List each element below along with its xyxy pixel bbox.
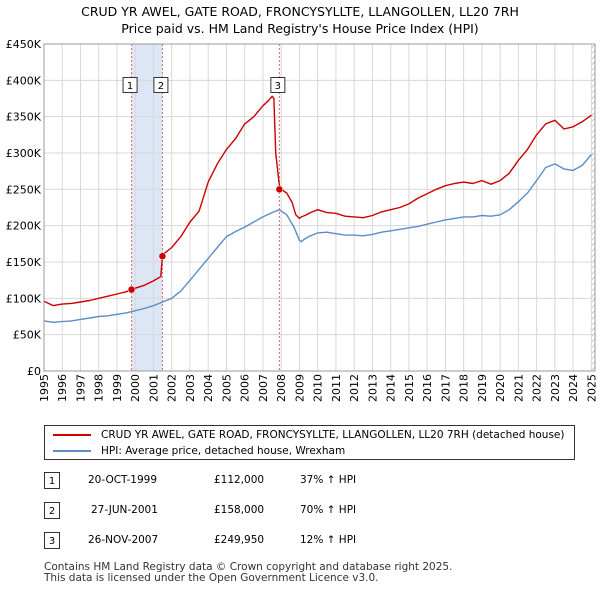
chart-title: CRUD YR AWEL, GATE ROAD, FRONCYSYLLTE, L… bbox=[0, 3, 600, 37]
x-tick-label: 2022 bbox=[531, 374, 544, 402]
x-tick-label: 2017 bbox=[439, 374, 452, 402]
sale-marker-lines bbox=[131, 44, 280, 371]
x-tick-label: 2013 bbox=[366, 374, 379, 402]
x-tick-label: 2003 bbox=[184, 374, 197, 402]
sale-price: £249,950 bbox=[214, 534, 265, 546]
x-tick-label: 2018 bbox=[458, 374, 471, 402]
x-tick-label: 2001 bbox=[147, 374, 160, 402]
x-tick-label: 1996 bbox=[56, 374, 69, 402]
sale-hpi-change: 37% ↑ HPI bbox=[300, 474, 357, 486]
y-tick-label: £150K bbox=[6, 256, 42, 269]
x-tick-label: 2009 bbox=[293, 374, 306, 402]
sale-number-badge: 2 bbox=[44, 502, 60, 519]
sale-point-3 bbox=[275, 185, 284, 194]
series-layer bbox=[44, 95, 592, 323]
y-tick-label: £50K bbox=[13, 329, 42, 342]
sale-points bbox=[127, 185, 284, 294]
x-tick-label: 2024 bbox=[567, 374, 580, 402]
x-tick-label: 2021 bbox=[512, 374, 525, 402]
forecast-hatch bbox=[591, 44, 595, 371]
sale-number-badge: 1 bbox=[44, 472, 60, 489]
sale-date: 27-JUN-2001 bbox=[91, 504, 158, 516]
y-tick-label: £250K bbox=[6, 183, 42, 196]
legend: CRUD YR AWEL, GATE ROAD, FRONCYSYLLTE, L… bbox=[44, 425, 575, 460]
legend-item-hpi: HPI: Average price, detached house, Wrex… bbox=[53, 443, 345, 459]
footer-licence: This data is licensed under the Open Gov… bbox=[44, 572, 379, 584]
sale-box-1 bbox=[122, 77, 138, 93]
x-tick-label: 2005 bbox=[220, 374, 233, 402]
sale-point-1 bbox=[127, 285, 136, 294]
x-tick-label: 2014 bbox=[385, 374, 398, 402]
y-tick-label: £100K bbox=[6, 292, 42, 305]
axis-layer: £0 £50K £100K £150K £200K £250K £300K £350K £400… bbox=[6, 38, 599, 402]
x-tick-label: 2016 bbox=[421, 374, 434, 402]
sale-number-boxes: 1 2 3 bbox=[122, 77, 286, 93]
x-tick-label: 1998 bbox=[93, 374, 106, 402]
sale-point-2 bbox=[158, 252, 167, 260]
sale-hpi-change: 12% ↑ HPI bbox=[300, 534, 357, 546]
x-tick-label: 2020 bbox=[494, 374, 507, 402]
plot-frame bbox=[43, 43, 596, 372]
x-tick-label: 2007 bbox=[257, 374, 270, 402]
x-tick-label: 1997 bbox=[74, 374, 87, 402]
legend-label-property: CRUD YR AWEL, GATE ROAD, FRONCYSYLLTE, L… bbox=[101, 429, 565, 441]
sale-hpi-change: 70% ↑ HPI bbox=[300, 504, 357, 516]
y-tick-label: £200K bbox=[6, 220, 42, 233]
x-tick-label: 2004 bbox=[202, 374, 215, 402]
x-tick-label: 2000 bbox=[129, 374, 142, 402]
title-line-2: Price paid vs. HM Land Registry's House … bbox=[121, 21, 479, 36]
title-line-1: CRUD YR AWEL, GATE ROAD, FRONCYSYLLTE, L… bbox=[81, 4, 519, 19]
legend-swatch-property bbox=[53, 434, 91, 436]
x-tick-label: 2002 bbox=[166, 374, 179, 402]
sale-number-badge: 3 bbox=[44, 532, 60, 549]
x-tick-label: 2006 bbox=[239, 374, 252, 402]
sale-box-label-1: 1 bbox=[127, 81, 133, 92]
hpi-line bbox=[44, 154, 592, 323]
sale-row-1: 1 20-OCT-1999 £112,000 37% ↑ HPI bbox=[44, 472, 584, 492]
x-tick-label: 2025 bbox=[585, 374, 598, 402]
sale-date: 26-NOV-2007 bbox=[88, 534, 159, 546]
sale-price: £112,000 bbox=[214, 474, 265, 486]
sale-band-layer bbox=[131, 44, 595, 371]
x-tick-label: 1999 bbox=[111, 374, 124, 402]
y-tick-label: £450K bbox=[6, 38, 42, 51]
x-tick-label: 2008 bbox=[275, 374, 288, 402]
legend-swatch-hpi bbox=[53, 450, 91, 452]
x-tick-label: 2012 bbox=[348, 374, 361, 402]
sale-row-3: 3 26-NOV-2007 £249,950 12% ↑ HPI bbox=[44, 532, 584, 552]
sale-box-2 bbox=[153, 77, 169, 93]
y-tick-label: £300K bbox=[6, 147, 42, 160]
sale-box-label-2: 2 bbox=[158, 81, 164, 92]
x-tick-label: 2015 bbox=[403, 374, 416, 402]
legend-item-property: CRUD YR AWEL, GATE ROAD, FRONCYSYLLTE, L… bbox=[53, 427, 565, 443]
price-chart: 1 2 3 £0 £50K £100K £150K £200K £250K £300K £350K… bbox=[6, 38, 599, 402]
sale-box-label-3: 3 bbox=[275, 81, 281, 92]
y-tick-label: £350K bbox=[6, 111, 42, 124]
sale-price: £158,000 bbox=[214, 504, 265, 516]
property-price-line bbox=[44, 95, 592, 307]
x-tick-label: 2023 bbox=[549, 374, 562, 402]
sale-box-3 bbox=[270, 77, 286, 93]
x-tick-label: 2010 bbox=[312, 374, 325, 402]
x-tick-label: 2011 bbox=[330, 374, 343, 402]
sale-date: 20-OCT-1999 bbox=[88, 474, 157, 486]
y-tick-label: £0 bbox=[27, 365, 41, 378]
x-tick-label: 1995 bbox=[38, 374, 51, 402]
sale-period-band bbox=[131, 44, 163, 371]
footer-copyright: Contains HM Land Registry data © Crown c… bbox=[44, 561, 453, 573]
footer: Contains HM Land Registry data © Crown c… bbox=[44, 562, 452, 584]
legend-label-hpi: HPI: Average price, detached house, Wrex… bbox=[101, 445, 346, 457]
y-tick-label: £400K bbox=[6, 74, 42, 87]
sale-row-2: 2 27-JUN-2001 £158,000 70% ↑ HPI bbox=[44, 502, 584, 522]
x-tick-label: 2019 bbox=[476, 374, 489, 402]
